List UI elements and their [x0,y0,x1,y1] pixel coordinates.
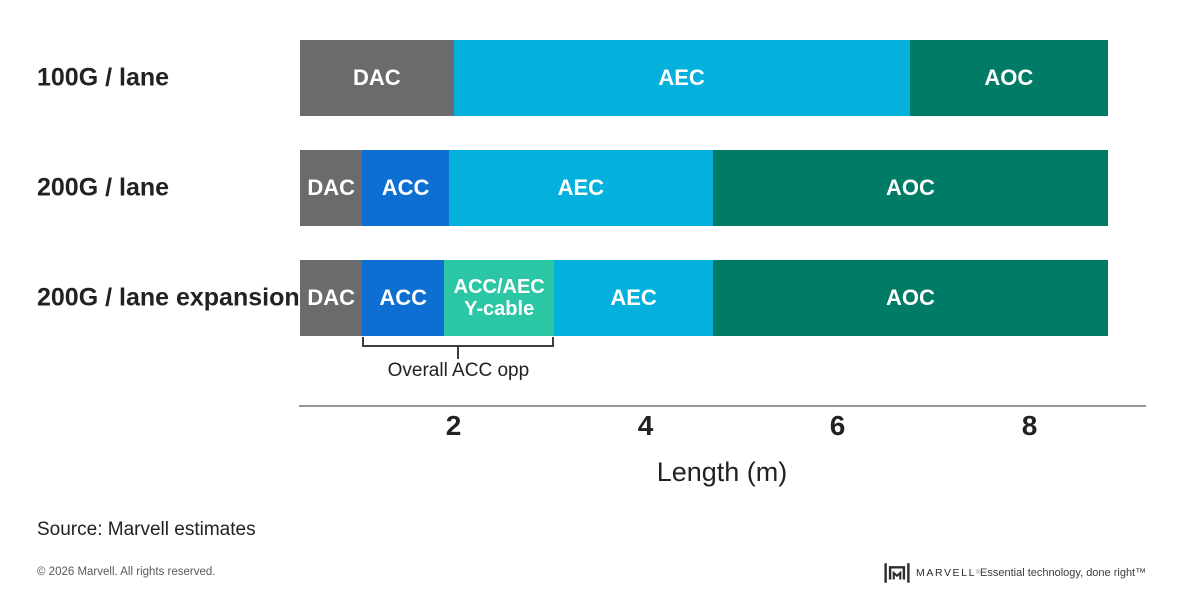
segment-acc: ACC [362,150,449,226]
segment-aec: AEC [453,40,910,116]
segment-acc-aec-y-cable: ACC/AEC Y-cable [444,260,555,336]
x-tick-4: 4 [637,410,654,441]
segment-dac: DAC [300,150,363,226]
row-label-200g-lane: 200G / lane [37,173,170,202]
segment-dac: DAC [300,260,363,336]
segment-dac: DAC [300,40,454,116]
annotation-bracket [362,337,555,347]
marvell-logo-icon [884,563,910,583]
x-axis-label: Length (m) [656,457,788,487]
source-note: Source: Marvell estimates [37,519,256,540]
row-label-200g-lane-expansion: 200G / lane expansion [37,283,300,312]
chart-row-100g-lane: 100G / lane DAC AEC AOC [0,40,1186,116]
registered-mark: ® [976,570,981,576]
chart-row-200g-lane: 200G / lane DAC ACC AEC AOC [0,150,1186,226]
x-tick-2: 2 [445,410,462,441]
annotation-label: Overall ACC opp [387,360,530,381]
chart-row-200g-lane-expansion: 200G / lane expansion DAC ACC ACC/AEC Y-cab… [0,260,1186,336]
segment-acc: ACC [362,260,444,336]
marvell-wordmark: MARVELL [916,567,977,579]
segment-aoc: AOC [712,260,1108,336]
annotation-bracket-tick [457,347,460,359]
row-label-100g-lane: 100G / lane [37,63,170,92]
brand-tagline: Essential technology, done right™ [980,567,1147,579]
segment-aec: AEC [448,150,713,226]
segment-aec: AEC [554,260,713,336]
x-tick-6: 6 [829,410,846,441]
segment-aoc: AOC [712,150,1108,226]
copyright-text: © 2026 Marvell. All rights reserved. [37,566,216,578]
segment-aoc: AOC [909,40,1108,116]
x-axis-line [299,405,1146,407]
x-tick-8: 8 [1021,410,1038,441]
marvell-logo: MARVELL ® [884,561,980,585]
